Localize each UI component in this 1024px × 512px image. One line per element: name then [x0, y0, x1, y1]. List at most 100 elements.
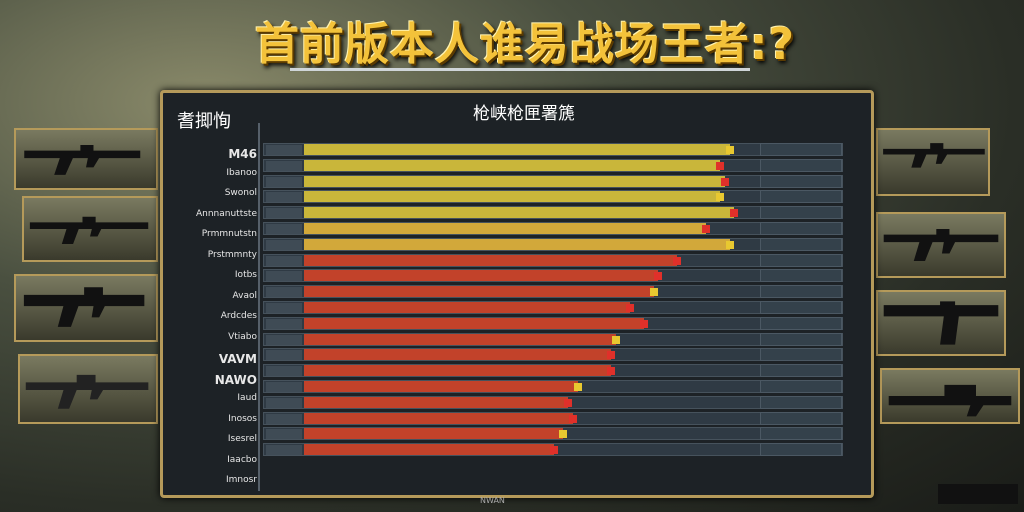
- title-divider: [290, 68, 750, 71]
- status-marker: [640, 319, 648, 328]
- weapon-label: Prmmnutstn: [201, 229, 257, 239]
- rifle-icon: [23, 287, 145, 327]
- row-label-cell: [266, 224, 302, 234]
- weapon-label: Prstmmnty: [207, 249, 257, 260]
- weapon-label: Inosos: [228, 413, 257, 424]
- stat-value-cell: [760, 411, 842, 425]
- stat-row: [263, 380, 843, 393]
- weapon-label: NAWO: [214, 372, 257, 387]
- panel-title: 枪峡枪匣署篪: [473, 104, 575, 124]
- row-label-cell: [266, 208, 302, 219]
- weapon-label: M46: [228, 147, 257, 161]
- row-label-cell: [266, 382, 302, 392]
- status-marker: [606, 351, 615, 360]
- weapon-image-4: [18, 354, 158, 424]
- stat-bar: [304, 412, 573, 424]
- stat-bar: [304, 159, 720, 171]
- stat-value-cell: [760, 190, 842, 204]
- stat-row: [263, 316, 843, 330]
- stat-value-cell: [760, 348, 842, 362]
- stat-row: [263, 427, 843, 441]
- status-marker: [611, 335, 620, 344]
- stat-row: [263, 411, 843, 425]
- stat-value-cell: [760, 364, 842, 378]
- weapon-label: Ardcdes: [220, 311, 257, 321]
- stat-bar: [304, 286, 654, 298]
- stat-bar: [304, 144, 730, 155]
- status-marker: [701, 225, 710, 233]
- stat-value-cell: [760, 206, 842, 220]
- weapon-label: Avaol: [232, 290, 257, 301]
- status-marker: [654, 272, 663, 281]
- status-marker: [649, 288, 658, 297]
- stat-bar: [304, 381, 578, 392]
- row-label-cell: [266, 271, 302, 282]
- stat-bar: [304, 444, 554, 456]
- stat-bar: [304, 333, 616, 345]
- stat-bar: [304, 270, 659, 282]
- stat-row: [263, 190, 843, 204]
- status-marker: [673, 256, 682, 265]
- rifle-icon: [883, 301, 999, 345]
- stat-bar: [304, 191, 720, 203]
- panel-left-title: 耆揤恂: [177, 111, 231, 132]
- row-label-cell: [266, 145, 302, 155]
- row-label-cell: [266, 429, 302, 440]
- row-label-cell: [266, 334, 302, 345]
- stat-row: [263, 206, 843, 220]
- stat-row: [263, 395, 843, 409]
- stat-row: [263, 143, 843, 156]
- stat-row: [263, 332, 843, 346]
- rifle-icon: [25, 374, 149, 409]
- stat-row: [263, 301, 843, 314]
- stat-bar: [304, 175, 725, 187]
- stat-value-cell: [760, 269, 842, 283]
- status-marker: [606, 367, 615, 376]
- stat-value-cell: [760, 380, 842, 393]
- stat-row: [263, 222, 843, 235]
- stat-row: [263, 364, 843, 378]
- row-label-cell: [266, 239, 302, 250]
- row-label-cell: [266, 255, 302, 266]
- status-marker: [625, 304, 634, 312]
- stat-bar: [304, 428, 564, 440]
- stat-row: [263, 443, 843, 457]
- weapon-label: VAVM: [218, 352, 257, 366]
- stat-bar: [304, 317, 644, 329]
- weapon-image-8: [880, 368, 1020, 424]
- row-label-cell: [266, 176, 302, 187]
- row-label-cell: [266, 192, 302, 203]
- sniper-icon: [888, 384, 1012, 417]
- weapon-label: Isesrel: [227, 434, 257, 444]
- weapon-label: Vtiabo: [228, 331, 257, 342]
- stat-row: [263, 174, 843, 188]
- stat-row: [263, 348, 843, 362]
- weapon-image-6: [876, 212, 1006, 278]
- page-title: 首前版本人谁易战场王者:?: [254, 19, 796, 70]
- weapon-label: Iaud: [237, 393, 257, 403]
- stat-bar: [304, 254, 678, 266]
- stat-row: [263, 285, 843, 299]
- rifle-icon: [29, 216, 149, 245]
- divider: [258, 123, 260, 491]
- stat-value-cell: [760, 395, 842, 409]
- weapon-stats-panel: 耆揤恂 枪峡枪匣署篪 M46 Ibanoo Swonol Annnanuttste Pr…: [160, 90, 874, 498]
- stat-bar: [304, 302, 630, 313]
- weapon-label: Iaacbo: [227, 454, 257, 465]
- stat-value-cell: [760, 285, 842, 299]
- stat-value-cell: [760, 301, 842, 314]
- stat-value-cell: [760, 443, 842, 457]
- status-marker: [716, 193, 724, 202]
- row-label-cell: [266, 160, 302, 171]
- weapon-label: Swonol: [224, 188, 257, 198]
- status-marker: [568, 414, 577, 423]
- rifle-icon: [883, 229, 999, 261]
- stat-bar: [304, 207, 735, 219]
- row-label-cell: [266, 350, 302, 361]
- stat-value-cell: [760, 143, 842, 156]
- row-label-cell: [266, 303, 302, 313]
- weapon-image-5: [876, 128, 990, 196]
- stat-value-cell: [760, 316, 842, 330]
- logo: [938, 484, 1018, 504]
- row-label-cell: [266, 287, 302, 298]
